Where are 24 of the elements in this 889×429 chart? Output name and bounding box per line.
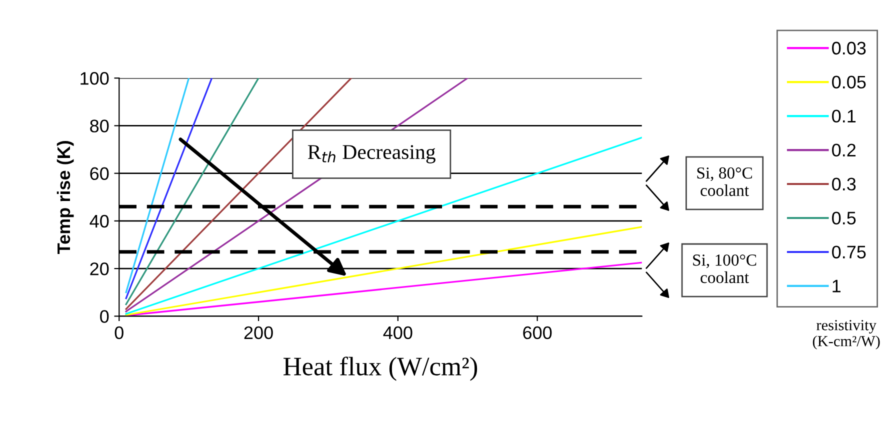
x-tick-label: 400 bbox=[383, 326, 412, 340]
text: Si, 80°C coolant bbox=[697, 167, 752, 196]
legend-label: 0.2 bbox=[832, 144, 856, 157]
legend-label: 0.05 bbox=[832, 76, 866, 89]
legend-label: 0.1 bbox=[832, 110, 856, 123]
legend-label: 1 bbox=[832, 280, 840, 292]
legend-title: resistivity (K-cm²/W) bbox=[812, 320, 880, 350]
legend-label: 0.5 bbox=[832, 212, 856, 224]
legend-label: 0.03 bbox=[832, 42, 866, 55]
text: Si, 100°C coolant bbox=[693, 254, 756, 284]
y-tick-label: 20 bbox=[90, 262, 109, 276]
legend-label: 0.3 bbox=[832, 178, 856, 191]
legend-label: 0.75 bbox=[832, 246, 866, 258]
x-axis-title: Heat flux (W/cm²) bbox=[284, 356, 478, 381]
y-tick-label: 0 bbox=[100, 310, 109, 323]
x-tick-label: 600 bbox=[523, 326, 552, 340]
x-tick-label: 200 bbox=[244, 326, 273, 340]
x-tick-label: 0 bbox=[114, 326, 124, 340]
y-axis-title: Temp rise (K) bbox=[56, 141, 74, 254]
y-tick-label: 40 bbox=[90, 214, 109, 228]
y-tick-label: 60 bbox=[90, 167, 109, 180]
y-tick-label: 100 bbox=[80, 72, 109, 85]
annotation: R$_{th}$ Decreasing bbox=[308, 145, 436, 164]
y-tick-label: 80 bbox=[90, 120, 109, 132]
